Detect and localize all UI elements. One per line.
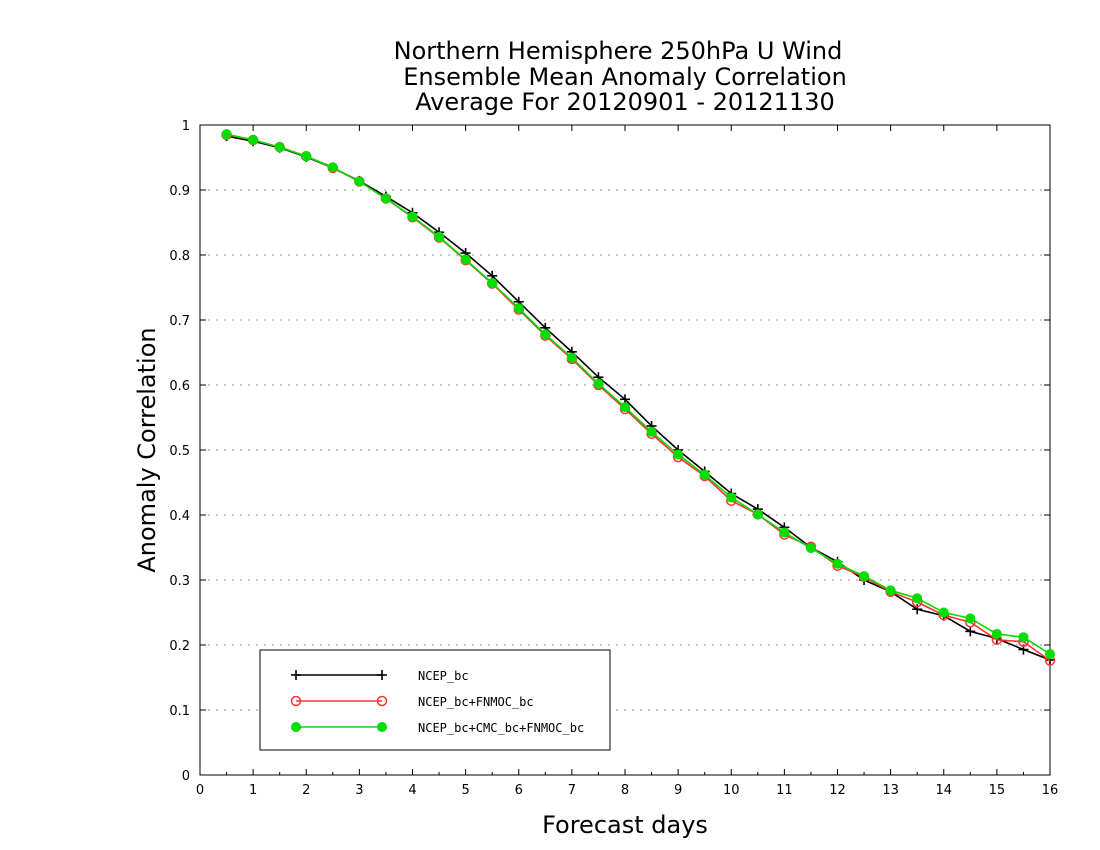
- x-tick-label: 1: [249, 783, 257, 798]
- data-point: [540, 329, 551, 340]
- y-tick-label: 0.2: [169, 639, 190, 654]
- data-point: [673, 449, 684, 460]
- y-tick-label: 0.3: [169, 574, 190, 589]
- legend-marker: [377, 722, 387, 732]
- series-line-ncep-bc-fnmoc-bc: [226, 133, 1051, 662]
- legend-box: [259, 649, 611, 751]
- series-ncep-bc: [221, 131, 1055, 665]
- x-tick-label: 8: [621, 783, 629, 798]
- data-point: [513, 303, 524, 314]
- x-tick-label: 3: [355, 783, 363, 798]
- x-tick-label: 6: [515, 783, 523, 798]
- data-point: [965, 626, 976, 637]
- data-point: [965, 613, 976, 624]
- data-point: [407, 211, 418, 222]
- series-ncep-bc-fnmoc-bc: [221, 129, 1056, 666]
- series-line-ncep-bc: [226, 135, 1051, 661]
- x-tick-label: 16: [1042, 783, 1059, 798]
- x-axis-label: Forecast days: [542, 811, 708, 839]
- x-tick-label: 9: [674, 783, 682, 798]
- data-point: [487, 277, 498, 288]
- y-tick-label: 0.4: [169, 509, 190, 524]
- data-point: [620, 402, 630, 413]
- data-point: [460, 254, 471, 265]
- legend-label: NCEP_bc: [418, 669, 469, 683]
- legend-item-ncep-bc: NCEP_bc: [291, 669, 469, 683]
- data-point: [779, 527, 790, 538]
- legend: NCEP_bc NCEP_bc+FNMOC_bc NCEP_bc+CMC_bc+FN…: [259, 649, 611, 751]
- data-point: [938, 607, 949, 618]
- legend-marker: [291, 670, 301, 680]
- data-point: [859, 571, 870, 582]
- x-tick-label: 5: [461, 783, 469, 798]
- x-tick-label: 12: [829, 783, 846, 798]
- data-point: [726, 492, 737, 503]
- data-point: [912, 593, 923, 604]
- legend-marker: [291, 722, 301, 732]
- legend-marker: [290, 695, 302, 707]
- x-tick-label: 7: [568, 783, 576, 798]
- legend-label: NCEP_bc+FNMOC_bc: [418, 695, 534, 709]
- data-point: [885, 585, 896, 596]
- data-point: [1018, 632, 1029, 643]
- x-tick-label: 4: [408, 783, 416, 798]
- x-tick-label: 11: [776, 783, 793, 798]
- series-line-ncep-bc-cmc-bc-fnmoc-bc: [226, 133, 1051, 655]
- data-point: [221, 129, 232, 140]
- data-point: [991, 628, 1002, 639]
- data-point: [1045, 649, 1055, 660]
- data-point: [805, 543, 816, 554]
- data-point: [832, 558, 843, 569]
- gridlines: [200, 189, 1050, 711]
- data-point: [380, 193, 391, 204]
- data-point: [248, 134, 259, 145]
- data-point: [354, 176, 365, 187]
- x-tick-label: 10: [723, 783, 740, 798]
- y-tick-label: 0.7: [169, 314, 190, 329]
- legend-item-ncep-bc-cmc-bc-fnmoc-bc: NCEP_bc+CMC_bc+FNMOC_bc: [291, 721, 584, 735]
- axis-ticks: 00.10.20.30.40.50.60.70.80.910 1 2 3 4 5 6 7 8 9 1…: [169, 119, 1058, 798]
- data-point: [699, 469, 710, 480]
- y-tick-label: 0.5: [169, 444, 190, 459]
- chart-title-line-2: Ensemble Mean Anomaly Correlation: [403, 63, 847, 91]
- y-tick-label: 0.8: [169, 249, 190, 264]
- x-tick-label: 0: [196, 783, 204, 798]
- data-point: [434, 231, 445, 242]
- chart-title: Northern Hemisphere 250hPa U Wind Ensemb…: [394, 37, 847, 116]
- data-point: [566, 352, 577, 363]
- y-tick-label: 1: [182, 119, 190, 134]
- x-tick-label: 2: [302, 783, 310, 798]
- x-tick-label: 15: [989, 783, 1006, 798]
- data-point: [327, 162, 338, 173]
- y-tick-label: 0.9: [169, 184, 190, 199]
- data-point: [752, 509, 763, 520]
- data-point: [593, 378, 604, 389]
- legend-label: NCEP_bc+CMC_bc+FNMOC_bc: [418, 721, 584, 735]
- chart-title-line-3: Average For 20120901 - 20121130: [415, 88, 835, 116]
- x-tick-label: 13: [882, 783, 899, 798]
- data-point: [274, 142, 285, 153]
- legend-marker: [376, 695, 388, 707]
- legend-item-ncep-bc-fnmoc-bc: NCEP_bc+FNMOC_bc: [290, 695, 534, 709]
- data-point: [301, 151, 312, 162]
- x-tick-label: 14: [935, 783, 952, 798]
- y-tick-label: 0: [182, 769, 190, 784]
- data-point: [646, 426, 657, 437]
- y-tick-label: 0.6: [169, 379, 190, 394]
- legend-marker: [377, 670, 387, 680]
- series-ncep-bc-cmc-bc-fnmoc-bc: [221, 129, 1055, 660]
- y-tick-label: 0.1: [169, 704, 190, 719]
- y-axis-label: Anomaly Correlation: [133, 327, 161, 572]
- chart-title-line-1: Northern Hemisphere 250hPa U Wind: [394, 37, 843, 65]
- data-series: [221, 129, 1056, 666]
